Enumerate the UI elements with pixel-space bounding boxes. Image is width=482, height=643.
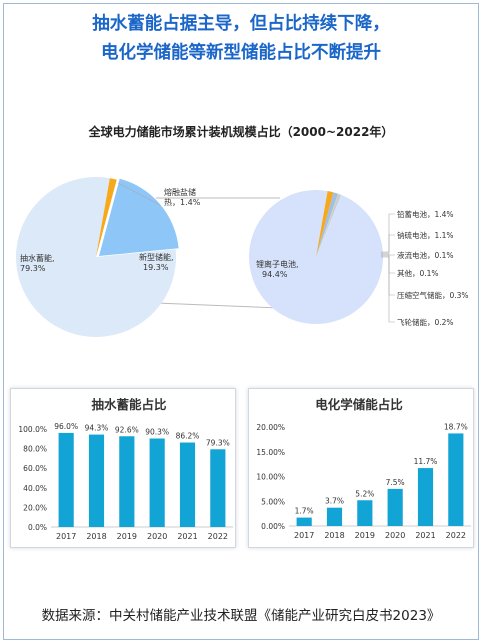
x-tick-label: 2020 xyxy=(385,531,405,540)
pie-label-flywheel: 飞轮储能，0.2% xyxy=(397,317,454,327)
pie-label-other: 其他，0.1% xyxy=(397,268,439,278)
pie-label-lithium-value: 94.4% xyxy=(262,270,288,279)
x-tick-label: 2018 xyxy=(324,531,344,540)
bar xyxy=(88,434,105,527)
y-tick-label: 15.00% xyxy=(256,448,285,457)
bar xyxy=(387,488,403,526)
pie-leader-molten-salt xyxy=(117,182,161,206)
pie-label-compressed-air-leader xyxy=(381,255,395,296)
pie-slice-other xyxy=(316,193,339,257)
bar xyxy=(58,432,74,527)
pie-slice-lead-acid xyxy=(316,191,334,257)
y-tick-label: 40.0% xyxy=(23,484,47,493)
x-tick-label: 2022 xyxy=(446,531,466,540)
pie-label-other-leader xyxy=(381,254,395,274)
y-tick-label: 80.0% xyxy=(23,445,47,454)
bar-value-label: 96.0% xyxy=(54,422,78,431)
pie-slice-flow-battery xyxy=(316,193,339,257)
bar-value-label: 86.2% xyxy=(176,432,200,441)
bar-value-label: 18.7% xyxy=(444,422,468,431)
pie-label-new-storage-value: 19.3% xyxy=(143,263,169,272)
y-tick-label: 20.0% xyxy=(23,503,47,512)
x-tick-label: 2019 xyxy=(355,531,375,540)
y-tick-label: 20.00% xyxy=(256,423,285,432)
y-tick-label: 5.00% xyxy=(261,497,285,506)
bar-chart-title: 抽水蓄能占比 xyxy=(91,397,167,412)
electrochemical-bar-chart: 电化学储能占比 0.00% 5.00% 10.00% 15.00% 20.00% 1.7% 2… xyxy=(256,397,471,540)
x-tick-label: 2021 xyxy=(415,531,435,540)
bar xyxy=(296,517,312,526)
bar xyxy=(179,442,196,527)
pie-label-lead-acid-leader xyxy=(381,213,395,253)
bar-value-label: 94.3% xyxy=(85,424,109,433)
connector-line-bottom xyxy=(155,302,281,309)
bar xyxy=(119,436,135,527)
pie-label-lead-acid: 铅蓄电池，1.4% xyxy=(397,209,454,219)
y-tick-label: 10.00% xyxy=(256,473,285,482)
pie-label-compressed-air: 压缩空气储能，0.3% xyxy=(397,290,469,300)
pie-chart-title: 全球电力储能市场累计装机规模占比（2000~2022年） xyxy=(88,125,394,139)
pie-label-pumped-hydro-name: 抽水蓄能, xyxy=(20,253,55,263)
pie-slice-pumped-hydro xyxy=(16,177,177,338)
x-tick-label: 2018 xyxy=(86,532,106,541)
x-tick-label: 2022 xyxy=(208,532,228,541)
headline: 抽水蓄能占据主导，但占比持续下降， 电化学储能等新型储能占比不断提升 xyxy=(0,10,482,68)
pie-label-lithium-name: 锂离子电池, xyxy=(256,259,299,269)
pie-slice-sodium-sulfur xyxy=(316,192,339,257)
pumped-hydro-bar-chart: 抽水蓄能占比 0.0% 20.0% 40.0% 60.0% 80.0% 100.0% 96.0… xyxy=(18,397,233,541)
y-tick-label: 100.0% xyxy=(18,425,47,434)
x-tick-label: 2017 xyxy=(56,532,76,541)
headline-line-1: 抽水蓄能占据主导，但占比持续下降， xyxy=(92,14,390,34)
bar xyxy=(417,468,434,526)
x-tick-label: 2021 xyxy=(177,532,197,541)
y-tick-label: 60.0% xyxy=(23,464,47,473)
bar xyxy=(149,438,165,527)
pie-label-pumped-hydro-value: 79.3% xyxy=(20,264,46,273)
data-source: 数据来源：中关村储能产业技术联盟《储能产业研究白皮书2023》 xyxy=(41,608,441,624)
bar-value-label: 79.3% xyxy=(206,438,230,447)
bar-value-label: 7.5% xyxy=(386,478,405,487)
pie-slice-lithium xyxy=(249,190,384,325)
bar-value-label: 5.2% xyxy=(355,489,374,498)
bar xyxy=(357,500,373,526)
bar xyxy=(210,449,226,527)
x-tick-label: 2017 xyxy=(294,531,314,540)
pie-label-flow-battery-leader xyxy=(381,253,395,256)
bar-value-label: 90.3% xyxy=(145,428,169,437)
pie-slice-molten-salt xyxy=(96,178,117,257)
bar xyxy=(448,433,464,526)
pumped-hydro-bar-panel: 抽水蓄能占比 0.0% 20.0% 40.0% 60.0% 80.0% 100.0% 96.0… xyxy=(10,388,236,548)
bar-value-label: 11.7% xyxy=(414,457,438,466)
bar-value-label: 1.7% xyxy=(295,507,314,516)
pie-slice-compressed-air xyxy=(316,194,341,257)
pie-label-molten-salt-name-2: 热，1.4% xyxy=(164,197,201,207)
pie-slice-new-storage xyxy=(99,178,179,256)
bar-chart-title: 电化学储能占比 xyxy=(315,397,403,412)
y-tick-label: 0.00% xyxy=(261,522,285,531)
pie-label-flywheel-leader xyxy=(381,256,395,323)
pie-slice-flywheel xyxy=(316,194,341,257)
bar-value-label: 3.7% xyxy=(325,497,344,506)
y-tick-label: 0.0% xyxy=(28,523,47,532)
bar-value-label: 92.6% xyxy=(115,425,139,434)
pie-label-sodium-sulfur-leader xyxy=(381,234,395,254)
electrochemical-bar-panel: 电化学储能占比 0.00% 5.00% 10.00% 15.00% 20.00% 1.7% 2… xyxy=(248,388,474,548)
pie-label-flow-battery: 液流电池，0.1% xyxy=(397,250,454,260)
pie-label-sodium-sulfur: 钠硫电池，1.1% xyxy=(397,230,454,240)
x-tick-label: 2020 xyxy=(147,532,167,541)
pie-label-molten-salt-name-1: 熔融盐储 xyxy=(164,187,196,197)
x-tick-label: 2019 xyxy=(117,532,137,541)
bar xyxy=(326,507,343,526)
outer-frame xyxy=(3,3,479,640)
pie-label-new-storage-name: 新型储能, xyxy=(139,252,174,262)
headline-line-2: 电化学储能等新型储能占比不断提升 xyxy=(101,43,381,63)
